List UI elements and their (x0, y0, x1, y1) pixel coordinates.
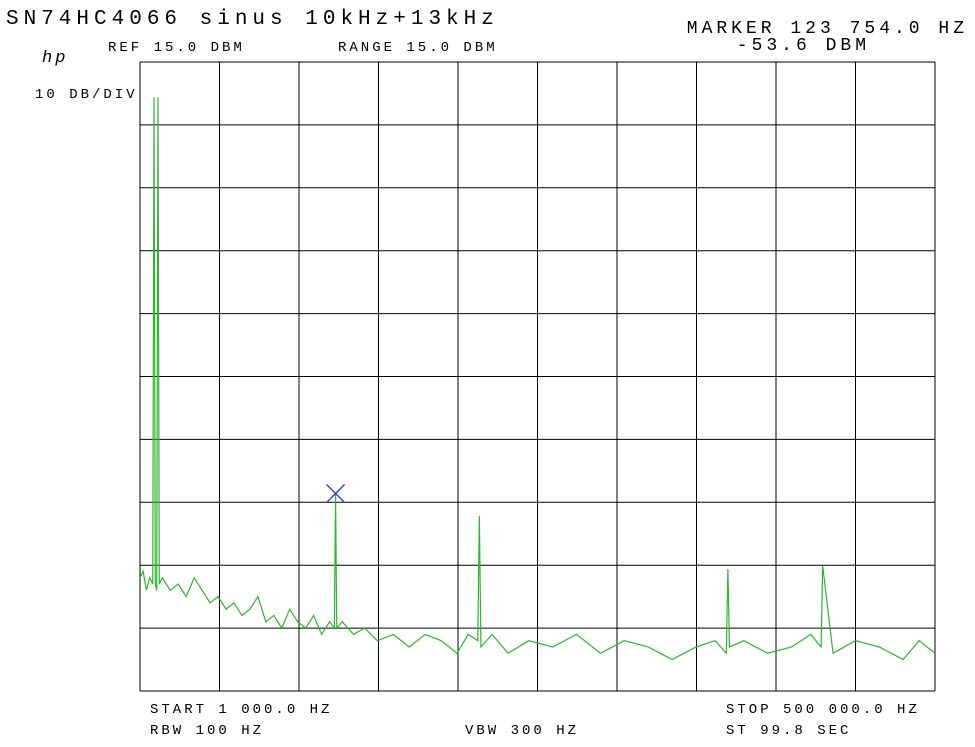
ref-label: REF 15.0 DBM (108, 40, 245, 56)
scale-label: 10 DB/DIV (35, 87, 138, 103)
sweep-label: ST 99.8 SEC (726, 723, 851, 739)
marker-symbol (326, 484, 346, 503)
marker-level: -53.6 DBM (737, 36, 870, 56)
marker-freq: MARKER 123 754.0 HZ (687, 19, 968, 39)
start-label: START 1 000.0 HZ (150, 702, 332, 718)
stop-label: STOP 500 000.0 HZ (726, 702, 920, 718)
trace (139, 97, 936, 661)
range-label: RANGE 15.0 DBM (338, 40, 498, 56)
brand: hp (42, 49, 68, 68)
chart-title: SN74HC4066 sinus 10kHz+13kHz (6, 8, 499, 31)
vbw-label: VBW 300 HZ (465, 723, 579, 739)
rbw-label: RBW 100 HZ (150, 723, 264, 739)
